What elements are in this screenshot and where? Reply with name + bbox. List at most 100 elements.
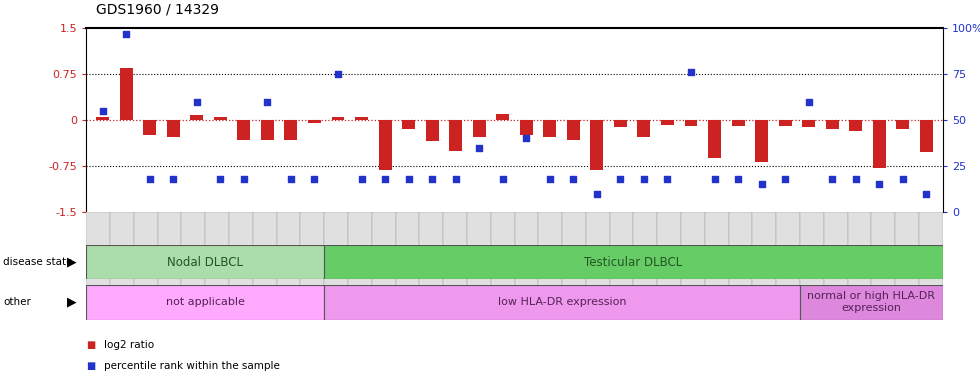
Point — [518, 135, 534, 141]
Text: ▶: ▶ — [67, 256, 76, 268]
Bar — [919, 212, 943, 287]
Text: other: other — [3, 297, 30, 307]
Bar — [920, 120, 933, 152]
Point — [895, 176, 910, 182]
Bar — [324, 212, 348, 287]
Point — [119, 31, 134, 37]
Bar — [586, 212, 610, 287]
Text: ▶: ▶ — [67, 296, 76, 309]
Point — [542, 176, 558, 182]
Point — [777, 176, 793, 182]
Text: log2 ratio: log2 ratio — [104, 340, 154, 350]
Bar — [253, 212, 276, 287]
Point — [471, 145, 487, 151]
Bar — [371, 212, 396, 287]
Bar — [261, 120, 273, 140]
Bar — [658, 212, 681, 287]
Bar — [214, 117, 226, 120]
Bar — [491, 212, 514, 287]
Text: GDS1960 / 14329: GDS1960 / 14329 — [96, 3, 220, 17]
Point — [236, 176, 252, 182]
Bar — [637, 120, 651, 137]
Point — [636, 176, 652, 182]
Text: ■: ■ — [86, 340, 95, 350]
Point — [707, 176, 722, 182]
Bar — [443, 212, 466, 287]
Text: Nodal DLBCL: Nodal DLBCL — [168, 256, 243, 268]
Point — [848, 176, 863, 182]
Bar — [897, 120, 909, 129]
Text: Testicular DLBCL: Testicular DLBCL — [584, 256, 683, 268]
Point — [824, 176, 840, 182]
Text: low HLA-DR expression: low HLA-DR expression — [498, 297, 626, 307]
Bar — [729, 212, 753, 287]
Bar — [732, 120, 745, 126]
Bar — [681, 212, 705, 287]
Point — [730, 176, 746, 182]
Bar — [134, 212, 158, 287]
Bar — [800, 285, 943, 320]
Bar — [472, 120, 486, 137]
Point — [354, 176, 369, 182]
Bar — [684, 120, 698, 126]
Bar — [86, 285, 324, 320]
Bar — [779, 120, 792, 126]
Bar — [229, 212, 253, 287]
Bar — [776, 212, 800, 287]
Bar — [873, 120, 886, 168]
Text: ■: ■ — [86, 361, 95, 370]
Bar — [355, 117, 368, 120]
Point — [166, 176, 181, 182]
Bar — [895, 212, 919, 287]
Bar — [538, 212, 563, 287]
Point — [918, 190, 934, 196]
Text: disease state: disease state — [3, 257, 73, 267]
Point — [401, 176, 416, 182]
Bar — [705, 212, 729, 287]
Point — [95, 108, 111, 114]
Point — [565, 176, 581, 182]
Bar — [205, 212, 229, 287]
Bar — [425, 120, 439, 141]
Bar — [324, 245, 943, 279]
Point — [189, 99, 205, 105]
Point — [683, 69, 699, 75]
Point — [377, 176, 393, 182]
Bar — [86, 212, 110, 287]
Point — [448, 176, 464, 182]
Bar — [824, 212, 848, 287]
Bar — [496, 114, 510, 120]
Point — [495, 176, 511, 182]
Bar — [613, 120, 627, 128]
Bar — [871, 212, 895, 287]
Point — [307, 176, 322, 182]
Bar — [633, 212, 658, 287]
Text: normal or high HLA-DR
expression: normal or high HLA-DR expression — [808, 291, 935, 313]
Bar — [300, 212, 324, 287]
Point — [260, 99, 275, 105]
Bar — [284, 120, 297, 140]
Point — [871, 182, 887, 188]
Bar — [519, 120, 533, 135]
Bar — [753, 212, 776, 287]
Bar — [120, 68, 132, 120]
Bar — [708, 120, 721, 158]
Bar — [514, 212, 538, 287]
Point — [754, 182, 769, 188]
Bar — [590, 120, 604, 170]
Bar — [167, 120, 179, 137]
Bar — [850, 120, 862, 131]
Bar — [276, 212, 300, 287]
Bar — [96, 117, 109, 120]
Bar — [826, 120, 839, 129]
Bar — [610, 212, 633, 287]
Bar — [566, 120, 580, 140]
Point — [142, 176, 158, 182]
Point — [330, 71, 346, 77]
Point — [283, 176, 299, 182]
Text: percentile rank within the sample: percentile rank within the sample — [104, 361, 279, 370]
Bar — [348, 212, 371, 287]
Bar — [800, 212, 824, 287]
Bar — [158, 212, 181, 287]
Bar — [86, 245, 324, 279]
